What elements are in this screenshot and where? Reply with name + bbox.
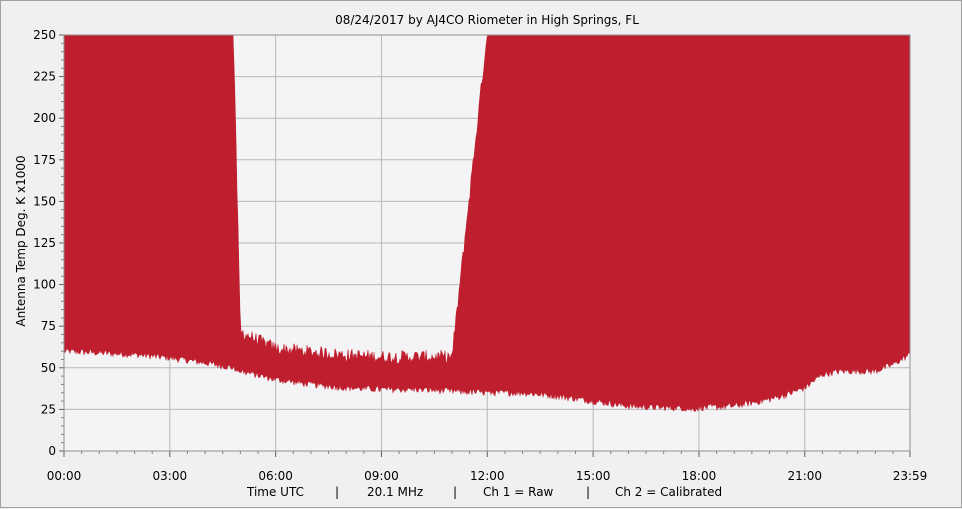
y-axis-label: Antenna Temp Deg. K x1000 [14, 155, 28, 326]
x-tick-label: 12:00 [470, 469, 505, 483]
series-layer [63, 34, 911, 412]
y-tick-label: 50 [41, 361, 56, 375]
y-tick-label: 25 [41, 402, 56, 416]
footer-ch2-label: Ch 2 = Calibrated [615, 485, 722, 499]
x-tick-label: 06:00 [258, 469, 293, 483]
y-tick-label: 150 [33, 194, 56, 208]
footer-legend: Time UTC | 20.1 MHz | Ch 1 = Raw | Ch 2 … [246, 485, 722, 499]
y-tick-label: 175 [33, 153, 56, 167]
axes: 0 25 50 75 100 125 150 175 200 225 250 00:00 03:00 06… [33, 28, 927, 483]
y-tick-label: 225 [33, 70, 56, 84]
y-tick-label: 200 [33, 111, 56, 125]
footer-ch1-label: Ch 1 = Raw [483, 485, 554, 499]
footer-separator-1: | [335, 485, 339, 499]
x-tick-label: 21:00 [787, 469, 822, 483]
y-tick-label: 75 [41, 319, 56, 333]
chart-title: 08/24/2017 by AJ4CO Riometer in High Spr… [335, 13, 639, 27]
x-tick-label: 00:00 [47, 469, 82, 483]
y-tick-label: 250 [33, 28, 56, 42]
y-tick-label: 0 [48, 444, 56, 458]
series-1-area [63, 34, 911, 412]
footer-frequency-label: 20.1 MHz [367, 485, 423, 499]
x-tick-label: 03:00 [153, 469, 188, 483]
x-tick-label: 15:00 [576, 469, 611, 483]
plot-border [63, 34, 911, 452]
footer-separator-3: | [586, 485, 590, 499]
y-tick-label: 100 [33, 278, 56, 292]
x-tick-label: 09:00 [364, 469, 399, 483]
y-tick-label: 125 [33, 236, 56, 250]
footer-time-label: Time UTC [246, 485, 304, 499]
footer-separator-2: | [453, 485, 457, 499]
x-tick-label: 18:00 [682, 469, 717, 483]
x-tick-label: 23:59 [893, 469, 928, 483]
